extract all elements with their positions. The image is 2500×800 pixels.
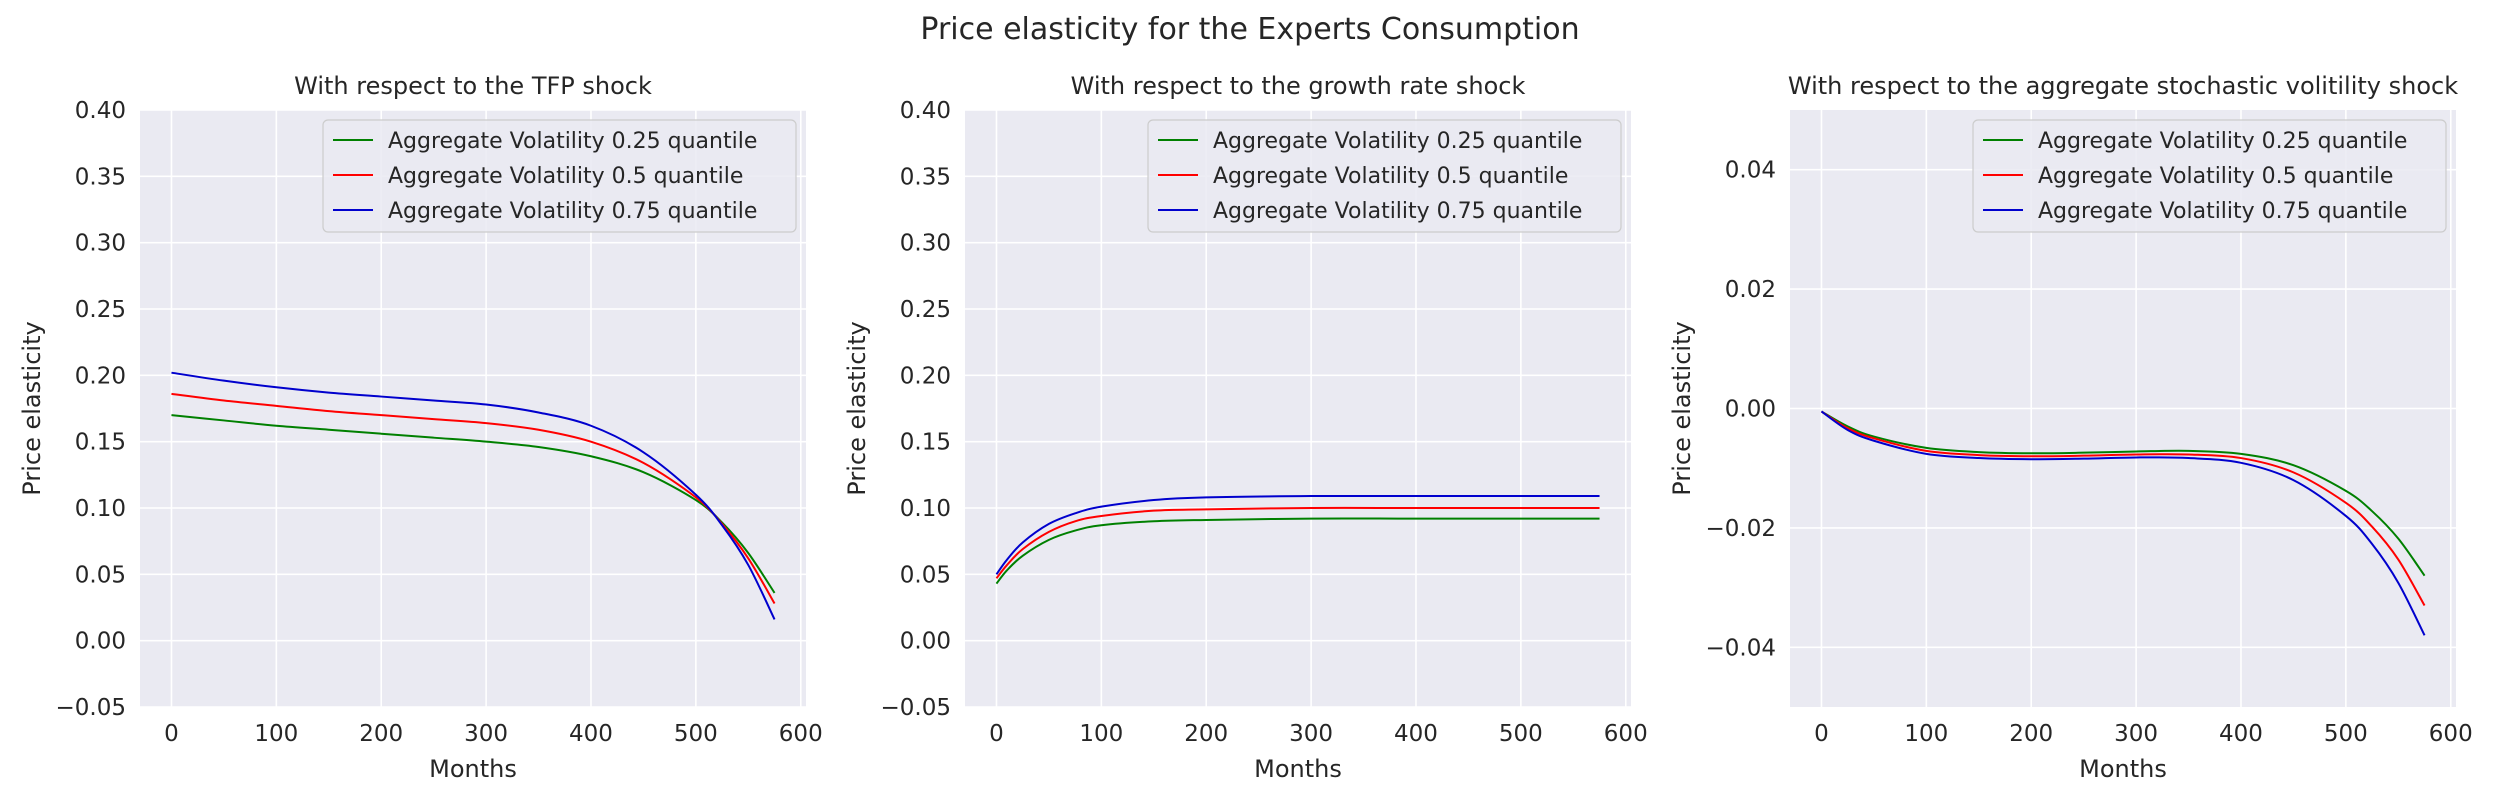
panel-title: With respect to the TFP shock xyxy=(294,72,652,100)
y-tick-label: 0.40 xyxy=(75,98,126,124)
y-tick-label: 0.35 xyxy=(900,164,951,190)
legend-box xyxy=(1147,119,1622,233)
y-tick-label: 0.30 xyxy=(900,231,951,257)
x-tick-label: 200 xyxy=(2009,721,2053,747)
y-tick-label: −0.05 xyxy=(56,695,126,721)
x-tick-label: 0 xyxy=(989,721,1004,747)
x-tick-label: 100 xyxy=(254,721,298,747)
x-tick-label: 200 xyxy=(359,721,403,747)
legend-box xyxy=(1972,119,2447,233)
chart-panel-3: 0 100 200 300 400 500 600 −0.04 −0.02 0.00 0.02 0.0… xyxy=(1668,72,2473,783)
y-tick-label: 0.35 xyxy=(75,164,126,190)
series-line-3 xyxy=(1820,410,2426,636)
x-tick-label: 500 xyxy=(2324,721,2368,747)
legend-entry: Aggregate Volatility 0.5 quantile xyxy=(2038,164,2393,189)
series-line-2 xyxy=(1820,410,2426,607)
y-tick-label: −0.05 xyxy=(881,695,951,721)
series-line-1 xyxy=(1820,410,2426,577)
y-tick-label: 0.04 xyxy=(1725,158,1776,184)
x-tick-label: 200 xyxy=(1184,721,1228,747)
y-axis-label: Price elasticity xyxy=(18,321,46,495)
panel-title: With respect to the growth rate shock xyxy=(1071,72,1526,100)
x-tick-label: 600 xyxy=(1604,721,1648,747)
legend: Aggregate Volatility 0.25 quantile Aggreg… xyxy=(1972,119,2447,233)
y-tick-label: −0.04 xyxy=(1706,635,1776,661)
y-tick-label: 0.15 xyxy=(900,430,951,456)
y-tick-label: 0.15 xyxy=(75,430,126,456)
x-tick-label: 600 xyxy=(779,721,823,747)
x-tick-label: 300 xyxy=(464,721,508,747)
y-tick-label: 0.05 xyxy=(900,562,951,588)
legend: Aggregate Volatility 0.25 quantile Aggreg… xyxy=(1147,119,1622,233)
x-tick-label: 400 xyxy=(1394,721,1438,747)
y-tick-label: 0.00 xyxy=(75,629,126,655)
series-line-3 xyxy=(171,371,776,620)
x-tick-label: 400 xyxy=(569,721,613,747)
series-line-2 xyxy=(995,506,1600,579)
figure-title: Price elasticity for the Experts Consump… xyxy=(920,12,1580,47)
x-tick-label: 0 xyxy=(1814,721,1829,747)
x-tick-label: 500 xyxy=(674,721,718,747)
x-tick-label: 500 xyxy=(1499,721,1543,747)
x-axis-label: Months xyxy=(2079,755,2167,783)
y-axis-label: Price elasticity xyxy=(1668,321,1696,495)
y-tick-label: 0.20 xyxy=(900,363,951,389)
y-tick-label: 0.25 xyxy=(900,297,951,323)
y-tick-label: 0.00 xyxy=(900,629,951,655)
x-axis-label: Months xyxy=(429,755,517,783)
x-tick-label: 100 xyxy=(1904,721,1948,747)
y-tick-label: −0.02 xyxy=(1706,516,1776,542)
x-axis-label: Months xyxy=(1254,755,1342,783)
legend-entry: Aggregate Volatility 0.25 quantile xyxy=(388,129,757,154)
x-tick-label: 100 xyxy=(1079,721,1123,747)
y-tick-label: 0.10 xyxy=(75,496,126,522)
legend-entry: Aggregate Volatility 0.75 quantile xyxy=(2038,199,2407,224)
x-tick-label: 0 xyxy=(164,721,179,747)
y-axis-label: Price elasticity xyxy=(843,321,871,495)
x-tick-label: 400 xyxy=(2219,721,2263,747)
x-tick-label: 300 xyxy=(1289,721,1333,747)
chart-panel-2: 0 100 200 300 400 500 600 −0.05 0.00 0.05 0.10 0.15… xyxy=(843,72,1648,783)
legend-entry: Aggregate Volatility 0.75 quantile xyxy=(1213,199,1582,224)
legend: Aggregate Volatility 0.25 quantile Aggreg… xyxy=(322,119,797,233)
series-line-1 xyxy=(995,517,1600,585)
legend-entry: Aggregate Volatility 0.5 quantile xyxy=(388,164,743,189)
y-tick-label: 0.05 xyxy=(75,562,126,588)
y-tick-label: 0.20 xyxy=(75,363,126,389)
y-tick-label: 0.40 xyxy=(900,98,951,124)
y-tick-label: 0.00 xyxy=(1725,397,1776,423)
legend-entry: Aggregate Volatility 0.5 quantile xyxy=(1213,164,1568,189)
y-tick-label: 0.25 xyxy=(75,297,126,323)
x-tick-label: 300 xyxy=(2114,721,2158,747)
chart-panel-1: 0 100 200 300 400 500 600 −0.05 0.00 0.05 0.10 0.15… xyxy=(18,72,823,783)
x-tick-label: 600 xyxy=(2429,721,2473,747)
panel-title: With respect to the aggregate stochastic… xyxy=(1788,72,2458,100)
series-line-3 xyxy=(995,494,1600,575)
y-tick-label: 0.30 xyxy=(75,231,126,257)
legend-box xyxy=(322,119,797,233)
legend-entry: Aggregate Volatility 0.25 quantile xyxy=(2038,129,2407,154)
y-tick-label: 0.10 xyxy=(900,496,951,522)
legend-entry: Aggregate Volatility 0.75 quantile xyxy=(388,199,757,224)
y-tick-label: 0.02 xyxy=(1725,277,1776,303)
legend-entry: Aggregate Volatility 0.25 quantile xyxy=(1213,129,1582,154)
